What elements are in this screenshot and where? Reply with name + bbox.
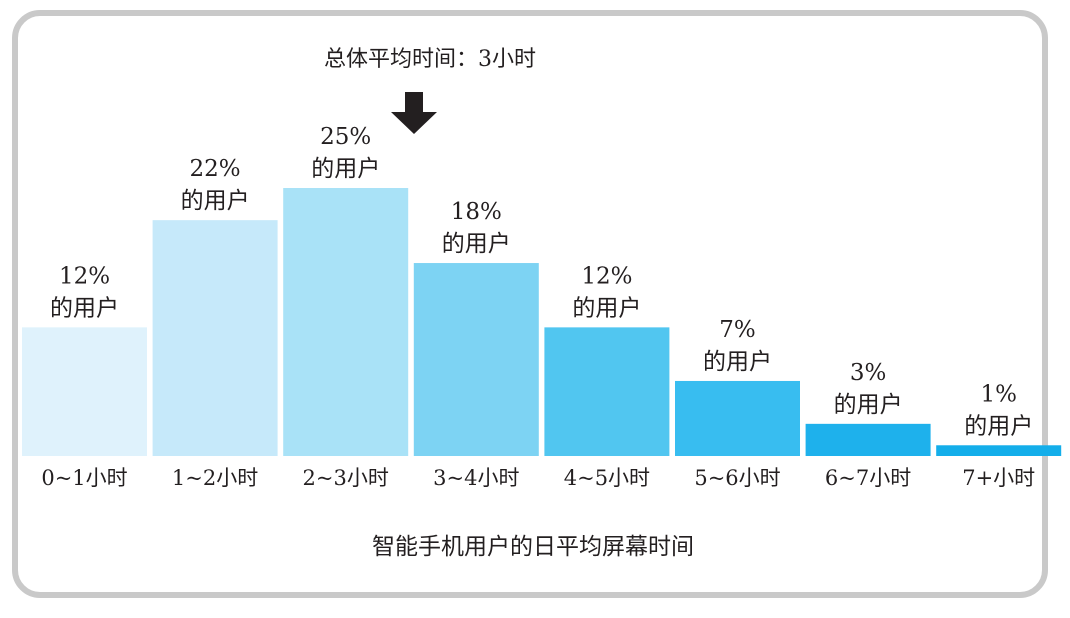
bar-5 (544, 327, 670, 456)
down-arrow-icon (391, 92, 437, 134)
x-tick-label-8: 7+小时 (962, 466, 1035, 490)
value-unit-label-6: 的用户 (703, 349, 772, 375)
bar-2 (152, 220, 278, 456)
bar-3 (283, 188, 409, 456)
x-tick-label-6: 5~6小时 (694, 466, 780, 490)
value-label-8: 1% (980, 381, 1017, 407)
value-label-5: 12% (581, 263, 632, 289)
value-label-1: 12% (59, 263, 110, 289)
value-unit-label-2: 的用户 (181, 188, 250, 214)
x-tick-label-5: 4~5小时 (564, 466, 650, 490)
value-unit-label-7: 的用户 (834, 392, 903, 418)
x-tick-label-1: 0~1小时 (41, 466, 127, 490)
value-label-7: 3% (850, 360, 887, 386)
bars-group (22, 188, 1062, 456)
value-label-2: 22% (190, 156, 241, 182)
labels-group: 12% 的用户 0~1小时 22% 的用户 1~2小时 25% 的用户 2~3小时 18% 的用户 3… (41, 124, 1035, 490)
value-unit-label-5: 的用户 (572, 295, 641, 321)
value-unit-label-4: 的用户 (442, 231, 511, 257)
bar-4 (413, 263, 539, 456)
x-tick-label-7: 6~7小时 (825, 466, 911, 490)
chart-title: 智能手机用户的日平均屏幕时间 (372, 534, 694, 560)
bar-7 (805, 423, 931, 456)
value-label-3: 25% (320, 124, 371, 150)
average-annotation: 总体平均时间：3小时 (324, 47, 536, 72)
bar-8 (936, 445, 1062, 456)
value-unit-label-1: 的用户 (50, 295, 119, 321)
value-unit-label-8: 的用户 (964, 413, 1033, 439)
x-tick-label-4: 3~4小时 (433, 466, 519, 490)
bar-1 (22, 327, 147, 456)
x-tick-label-3: 2~3小时 (303, 466, 389, 490)
value-label-6: 7% (719, 317, 756, 343)
x-tick-label-2: 1~2小时 (172, 466, 258, 490)
value-label-4: 18% (451, 199, 502, 225)
value-unit-label-3: 的用户 (311, 156, 380, 182)
bar-6 (675, 380, 800, 456)
